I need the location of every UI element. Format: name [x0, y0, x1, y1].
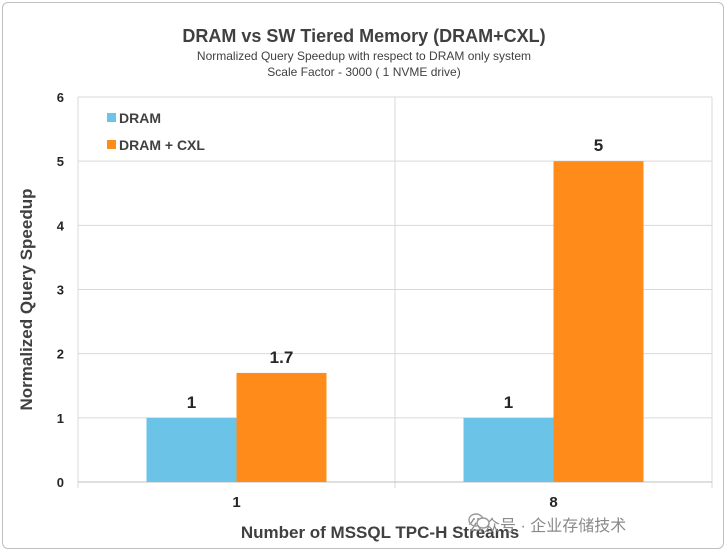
bar-dramcxl-1: [236, 372, 327, 482]
y-tick-label: 0: [57, 475, 64, 490]
data-label: 5: [594, 136, 603, 155]
bar-dram-8: [463, 417, 554, 482]
y-axis-title: Normalized Query Speedup: [17, 189, 36, 411]
y-tick-label: 4: [57, 218, 65, 233]
chart-subtitle: Normalized Query Speedup with respect to…: [196, 49, 532, 63]
legend-swatch-1: [107, 140, 116, 149]
legend-label-0: DRAM: [119, 110, 161, 126]
legend-label-1: DRAM + CXL: [119, 137, 205, 153]
bar-dramcxl-8: [553, 161, 644, 482]
y-tick-label: 2: [57, 347, 64, 362]
y-tick-label: 6: [57, 90, 64, 105]
wechat-icon: [468, 513, 490, 529]
watermark-text: 公众号 · 企业存储技术: [468, 518, 627, 535]
x-axis-title: Number of MSSQL TPC-H Streams: [241, 523, 519, 542]
data-label: 1: [187, 393, 196, 412]
bar-dram-1: [146, 417, 237, 482]
data-label: 1.7: [270, 348, 294, 367]
watermark: 公众号 · 企业存储技术: [468, 512, 626, 536]
x-tick-label: 8: [549, 494, 557, 511]
chart-title: DRAM vs SW Tiered Memory (DRAM+CXL): [182, 26, 546, 46]
y-tick-label: 3: [57, 283, 64, 298]
x-tick-label: 1: [232, 494, 240, 511]
y-tick-label: 1: [57, 411, 64, 426]
data-label: 1: [504, 393, 513, 412]
legend-swatch-0: [107, 113, 116, 122]
chart-subtitle-scale-factor: Scale Factor - 3000 ( 1 NVME drive): [267, 65, 461, 79]
y-tick-label: 5: [57, 154, 64, 169]
